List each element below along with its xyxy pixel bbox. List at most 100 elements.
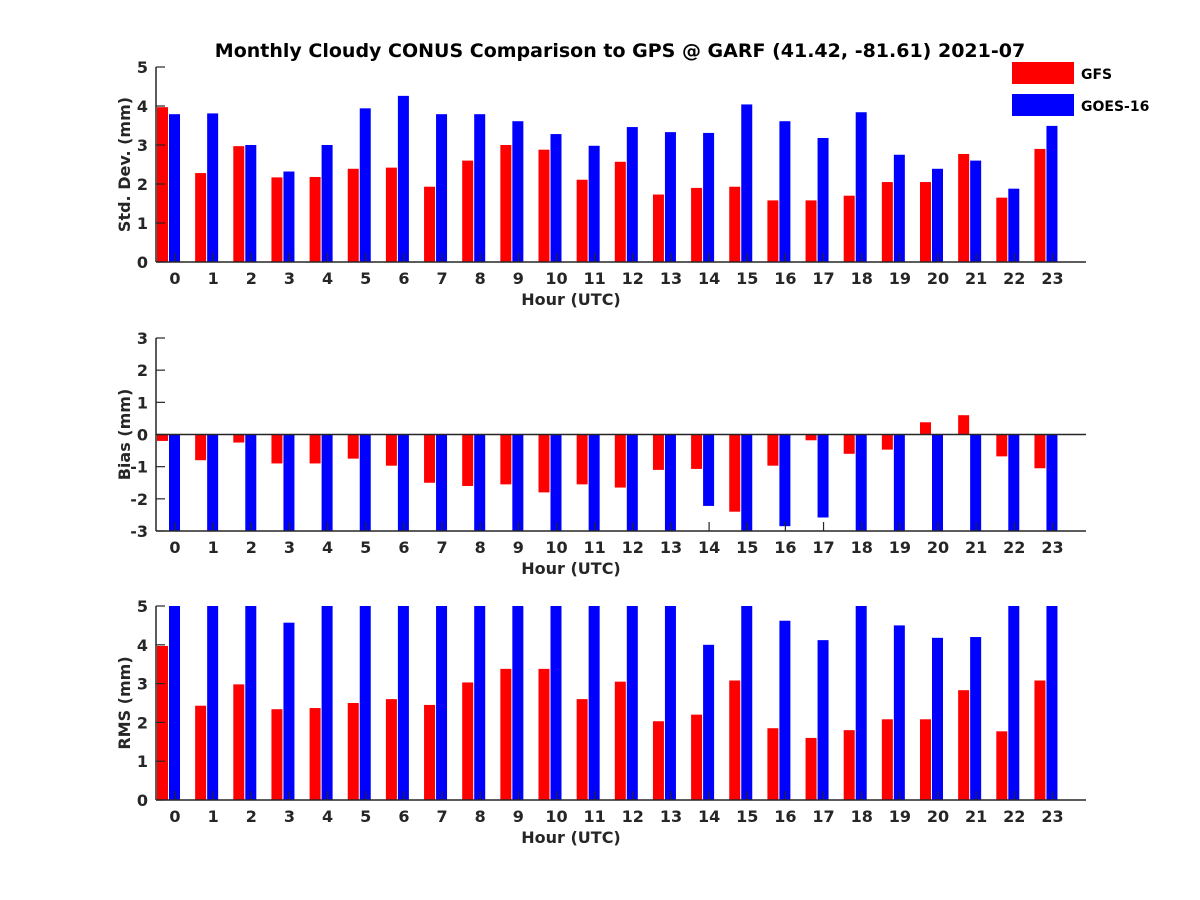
bias-bar-goes16-11 xyxy=(588,434,600,531)
std-dev-xtick-label: 20 xyxy=(927,269,949,288)
legend-label-goes16: GOES-16 xyxy=(1081,99,1149,115)
std-dev-xtick-label: 4 xyxy=(322,269,333,288)
legend-swatch-gfs xyxy=(1012,62,1074,84)
rms-ytick-label: 5 xyxy=(137,597,148,616)
bias-bar-goes16-20 xyxy=(932,434,943,531)
rms-xtick-label: 17 xyxy=(812,807,834,826)
rms-ytick-label: 0 xyxy=(137,791,148,810)
rms-bar-goes16-18 xyxy=(855,606,867,800)
rms-bar-goes16-16 xyxy=(779,620,791,800)
rms-xtick-label: 14 xyxy=(698,807,720,826)
bias-bar-goes16-1 xyxy=(207,434,219,531)
std-dev-bar-gfs-5 xyxy=(347,168,359,262)
rms-xtick-label: 1 xyxy=(208,807,219,826)
rms-bar-goes16-13 xyxy=(664,606,676,800)
rms-bar-gfs-22 xyxy=(996,731,1008,800)
bias-bar-gfs-19 xyxy=(881,434,893,450)
bias-xtick-label: 8 xyxy=(475,538,486,557)
std-dev-bar-goes16-12 xyxy=(626,127,638,262)
std-dev-bar-gfs-12 xyxy=(614,161,626,262)
bias-bar-gfs-9 xyxy=(500,434,512,485)
std-dev-xtick-label: 7 xyxy=(436,269,447,288)
rms-xtick-label: 0 xyxy=(169,807,180,826)
rms-bar-gfs-5 xyxy=(347,703,359,800)
std-dev-xtick-label: 12 xyxy=(622,269,644,288)
bias-xtick-label: 15 xyxy=(736,538,758,557)
bias-bar-gfs-0 xyxy=(157,434,168,441)
bias-xtick-label: 0 xyxy=(169,538,180,557)
bias-xtick-label: 5 xyxy=(360,538,371,557)
rms-bar-goes16-6 xyxy=(397,606,409,800)
std-dev-ytick-label: 3 xyxy=(137,136,148,155)
rms-xtick-label: 13 xyxy=(660,807,682,826)
rms-bar-gfs-20 xyxy=(920,719,931,800)
std-dev-bar-goes16-19 xyxy=(893,154,905,262)
rms-bar-goes16-19 xyxy=(893,625,905,800)
bias-bar-goes16-10 xyxy=(550,434,562,531)
rms-bar-gfs-14 xyxy=(691,714,703,800)
std-dev-bar-goes16-22 xyxy=(1008,188,1020,262)
bias-bar-goes16-17 xyxy=(817,434,829,518)
rms-bar-goes16-4 xyxy=(321,606,333,800)
rms-bar-gfs-21 xyxy=(958,690,970,800)
std-dev-xtick-label: 5 xyxy=(360,269,371,288)
std-dev-ytick-label: 4 xyxy=(137,97,148,116)
std-dev-bar-gfs-8 xyxy=(462,160,474,262)
std-dev-xtick-label: 23 xyxy=(1041,269,1063,288)
std-dev-bar-gfs-4 xyxy=(309,176,321,262)
std-dev-bar-gfs-19 xyxy=(881,182,893,262)
bias-bar-goes16-4 xyxy=(321,434,333,531)
std-dev-bar-goes16-23 xyxy=(1046,125,1058,262)
bias-bar-goes16-14 xyxy=(703,434,715,506)
std-dev-bar-goes16-2 xyxy=(245,145,257,262)
bias-xtick-label: 9 xyxy=(513,538,524,557)
std-dev-bar-goes16-0 xyxy=(169,114,180,262)
bias-bar-gfs-16 xyxy=(767,434,779,466)
bias-xtick-label: 2 xyxy=(246,538,257,557)
bias-bar-gfs-17 xyxy=(805,434,817,441)
std-dev-xtick-label: 17 xyxy=(812,269,834,288)
std-dev-bar-gfs-6 xyxy=(385,167,397,262)
rms-xtick-label: 8 xyxy=(475,807,486,826)
bias-y-axis-label: Bias (mm) xyxy=(115,389,134,481)
std-dev-xtick-label: 15 xyxy=(736,269,758,288)
bias-bar-goes16-16 xyxy=(779,434,791,527)
rms-xtick-label: 9 xyxy=(513,807,524,826)
rms-bar-gfs-4 xyxy=(309,708,321,800)
bias-bar-gfs-13 xyxy=(652,434,664,470)
std-dev-xtick-label: 0 xyxy=(169,269,180,288)
std-dev-xtick-label: 1 xyxy=(208,269,219,288)
rms-bar-goes16-21 xyxy=(970,637,982,800)
std-dev-xtick-label: 9 xyxy=(513,269,524,288)
std-dev-ytick-label: 0 xyxy=(137,253,148,272)
rms-bar-gfs-6 xyxy=(385,699,397,800)
rms-ytick-label: 4 xyxy=(137,636,148,655)
std-dev-bar-goes16-9 xyxy=(512,121,524,263)
std-dev-bar-goes16-21 xyxy=(970,160,982,262)
std-dev-bar-goes16-15 xyxy=(741,104,753,262)
bias-ytick-label: -3 xyxy=(130,522,148,541)
std-dev-xtick-label: 18 xyxy=(851,269,873,288)
rms-bar-gfs-15 xyxy=(729,680,741,800)
std-dev-xtick-label: 14 xyxy=(698,269,720,288)
rms-bar-goes16-11 xyxy=(588,606,600,800)
rms-bar-gfs-23 xyxy=(1034,680,1046,800)
bias-bar-goes16-3 xyxy=(283,434,295,531)
bias-bar-goes16-2 xyxy=(245,434,257,531)
std-dev-bar-goes16-5 xyxy=(359,108,371,262)
std-dev-bar-gfs-17 xyxy=(805,200,817,262)
bias-bar-goes16-13 xyxy=(664,434,676,531)
std-dev-bar-gfs-3 xyxy=(271,177,283,262)
bias-ytick-label: 1 xyxy=(137,393,148,412)
bias-ytick-label: -2 xyxy=(130,490,148,509)
std-dev-bar-goes16-11 xyxy=(588,145,600,262)
bias-xtick-label: 3 xyxy=(284,538,295,557)
bias-bar-goes16-8 xyxy=(474,434,486,531)
rms-bar-goes16-5 xyxy=(359,606,371,800)
bias-ytick-label: -1 xyxy=(130,458,148,477)
bias-bar-gfs-6 xyxy=(385,434,397,466)
rms-xtick-label: 7 xyxy=(436,807,447,826)
bias-xtick-label: 17 xyxy=(812,538,834,557)
